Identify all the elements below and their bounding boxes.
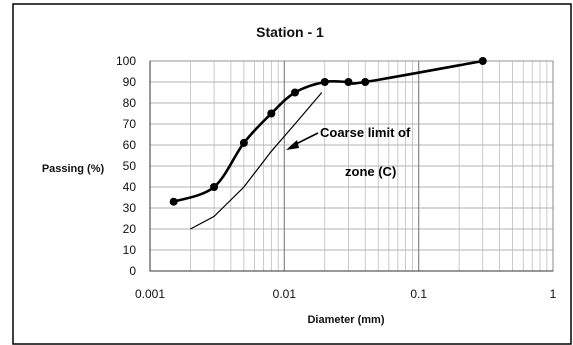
y-tick-label: 60 xyxy=(123,138,137,152)
x-tick-label: 1 xyxy=(550,287,557,301)
series-layer xyxy=(169,57,487,230)
y-tick-label: 20 xyxy=(123,222,137,236)
y-tick-label: 40 xyxy=(123,180,137,194)
y-tick-label: 80 xyxy=(123,96,137,110)
y-tick-label: 50 xyxy=(123,159,137,173)
sample-data-point xyxy=(267,109,276,118)
sample-data-point xyxy=(169,197,178,206)
axis-layer: 0 10 20 30 40 50 60 70 80 90 100 0.001 0.01 0.1 1 xyxy=(116,54,557,301)
grid-layer xyxy=(149,60,554,272)
annotation-line-1: Coarse limit of xyxy=(320,125,411,140)
y-tick-label: 30 xyxy=(123,201,137,215)
x-axis-title: Diameter (mm) xyxy=(307,314,384,326)
y-tick-label: 90 xyxy=(123,75,137,89)
sample-data-point xyxy=(478,57,487,65)
annotation-line-2: zone (C) xyxy=(345,164,396,179)
annotation-layer: Coarse limit of zone (C) xyxy=(286,125,411,179)
x-tick-label: 0.1 xyxy=(410,287,427,301)
coarse-limit-line xyxy=(190,92,323,230)
sample-data-point xyxy=(290,88,299,97)
y-axis-title: Passing (%) xyxy=(42,163,105,175)
sample-data-point xyxy=(344,78,353,86)
y-tick-label: 100 xyxy=(116,54,136,68)
x-tick-label: 0.01 xyxy=(273,287,297,301)
sample-data-point xyxy=(239,138,248,147)
chart-title: Station - 1 xyxy=(256,24,324,40)
annotation-arrow-head xyxy=(286,140,299,150)
y-tick-label: 0 xyxy=(129,264,136,278)
sample-data-point xyxy=(361,78,370,86)
x-tick-label: 0.001 xyxy=(135,287,165,301)
y-tick-label: 10 xyxy=(123,243,137,257)
sample-data-point xyxy=(320,78,329,86)
sample-data-point xyxy=(210,183,219,191)
y-tick-label: 70 xyxy=(123,117,137,131)
